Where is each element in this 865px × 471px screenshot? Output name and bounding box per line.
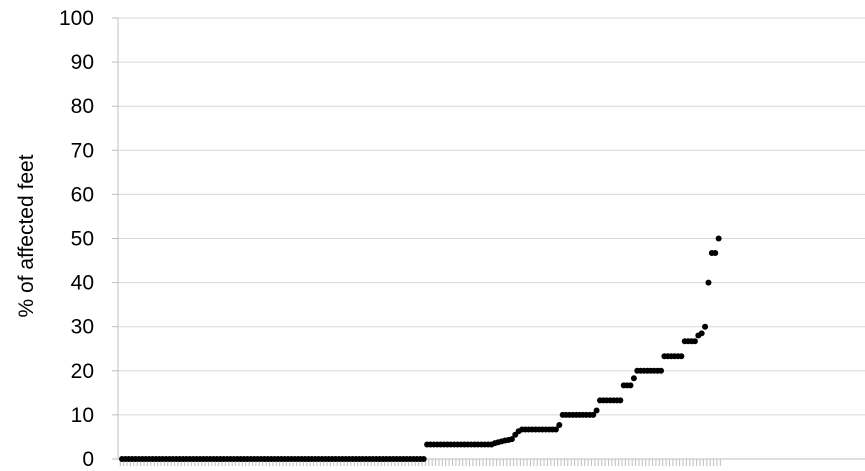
data-point (590, 411, 597, 418)
y-tick-label: 10 (71, 404, 94, 427)
data-point (691, 338, 698, 345)
y-tick-label: 100 (59, 7, 94, 30)
data-point (627, 382, 634, 389)
y-tick-label: 80 (71, 95, 94, 118)
y-axis-label: % of affected feet (15, 154, 38, 317)
data-point (593, 407, 600, 414)
data-point (630, 375, 637, 382)
y-tick-label: 0 (82, 448, 94, 471)
data-point (552, 426, 559, 433)
x-tick-marks (119, 459, 721, 466)
data-point (617, 397, 624, 404)
data-point (508, 436, 515, 443)
y-tick-label: 40 (71, 272, 94, 295)
y-tick-label: 70 (71, 139, 94, 162)
y-tick-label: 20 (71, 360, 94, 383)
data-point (556, 422, 563, 429)
data-point (698, 330, 705, 337)
data-point (712, 250, 719, 257)
data-point (678, 353, 685, 360)
data-point (702, 323, 709, 330)
data-point (705, 279, 712, 286)
y-tick-label: 90 (71, 51, 94, 74)
y-tick-label: 30 (71, 316, 94, 339)
y-tick-label: 60 (71, 183, 94, 206)
data-point (420, 456, 427, 462)
data-point (715, 235, 722, 242)
data-points (119, 235, 722, 462)
y-tick-labels: 0 10 20 30 40 50 60 70 80 90 100 (59, 7, 94, 471)
gridlines (118, 17, 865, 416)
data-point (658, 367, 665, 374)
y-tick-label: 50 (71, 228, 94, 251)
